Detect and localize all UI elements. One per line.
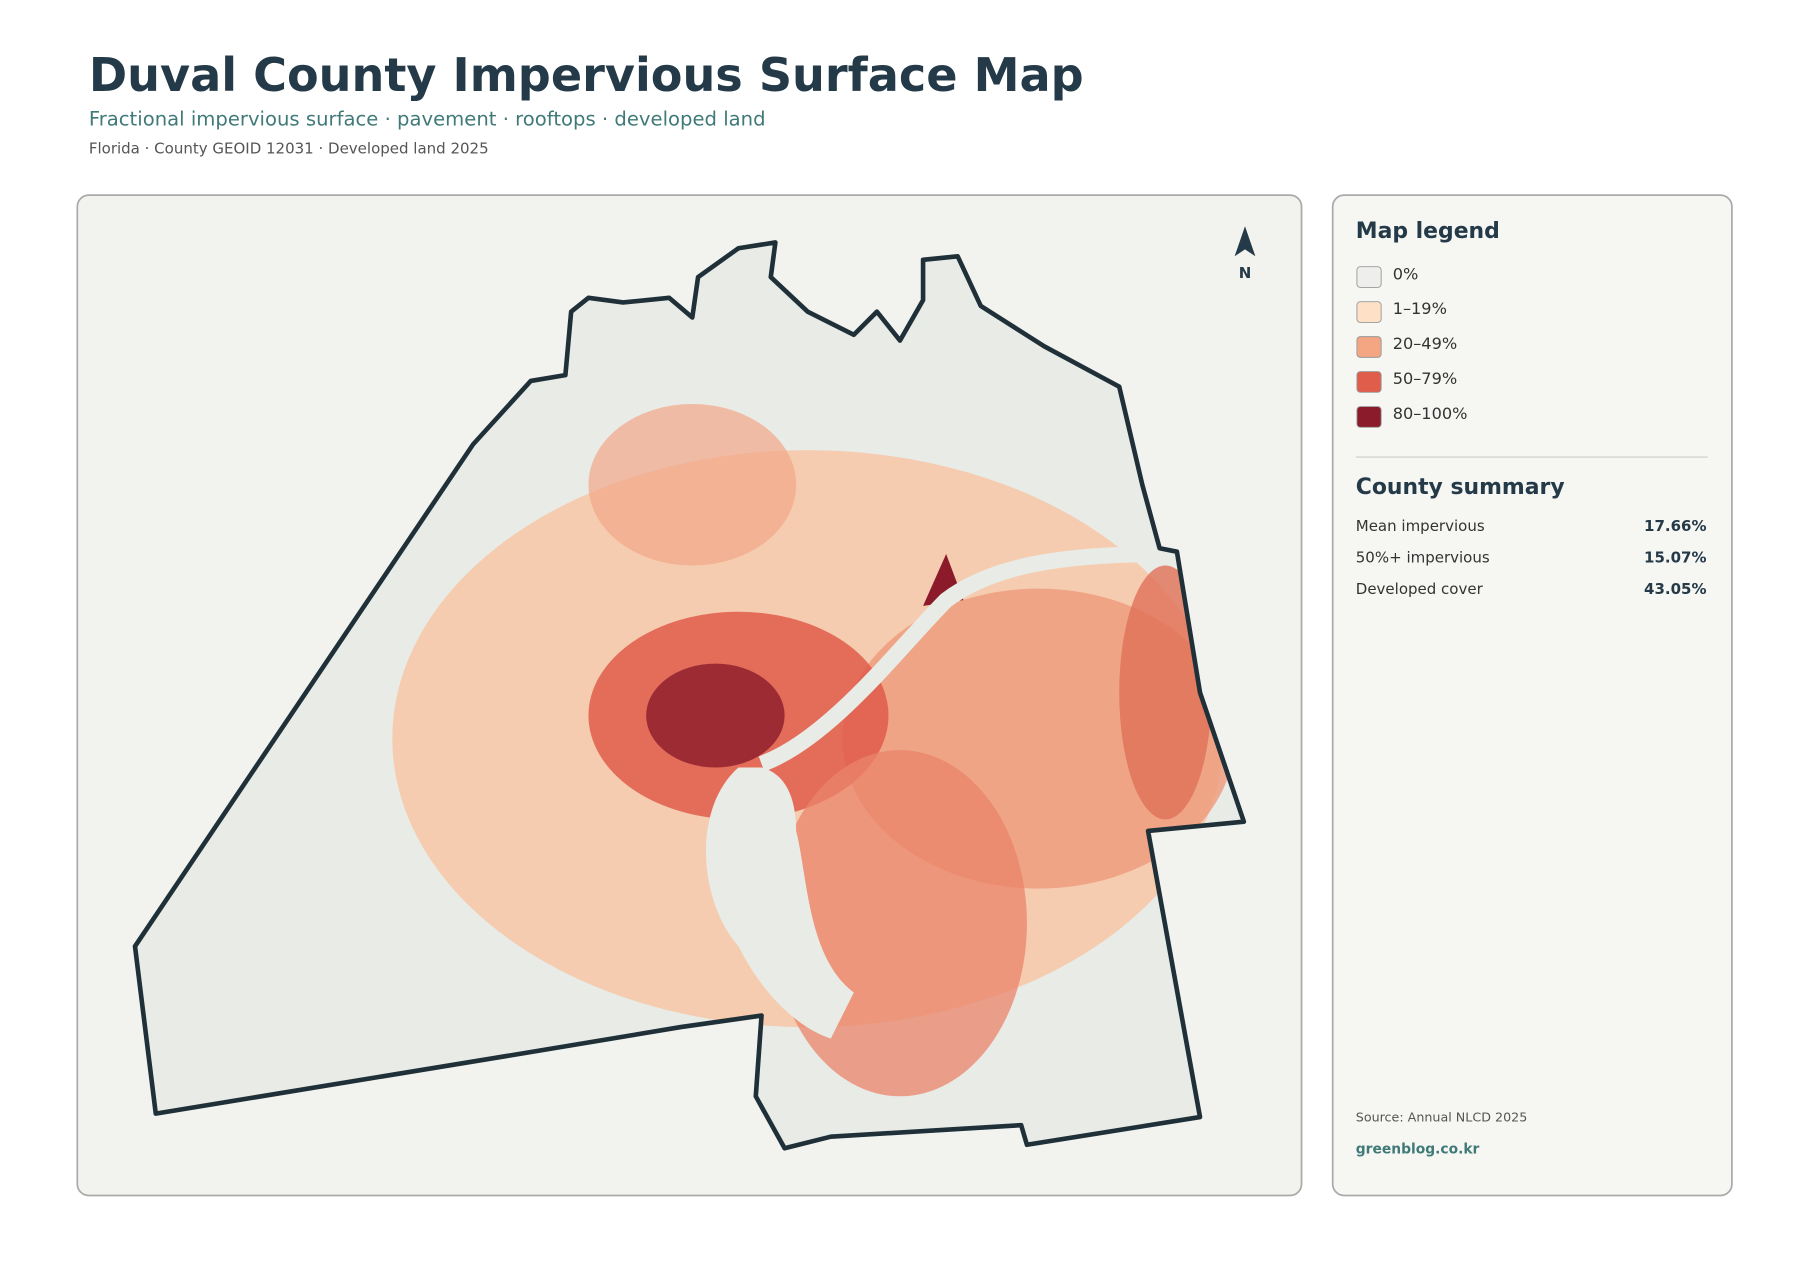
legend-title: Map legend xyxy=(1356,219,1500,244)
source: Source: Annual NLCD 2025 xyxy=(1356,1110,1528,1125)
river-mouth xyxy=(758,545,1166,772)
summary-label: Mean impervious xyxy=(1356,517,1485,535)
summary-value: 17.66% xyxy=(1644,517,1706,535)
summary-label: Developed cover xyxy=(1356,580,1484,598)
side-panel xyxy=(1331,194,1733,1197)
legend: 0% 1–19% 20–49% 50–79% 80–100% xyxy=(1356,264,1468,428)
meta: Florida · County GEOID 12031 · Developed… xyxy=(89,140,489,158)
summary: Mean impervious 17.66% 50%+ impervious 15.0… xyxy=(1356,517,1707,598)
river xyxy=(705,767,854,1039)
summary-value: 15.07% xyxy=(1644,548,1706,566)
summary-title: County summary xyxy=(1356,475,1565,500)
site: greenblog.co.kr xyxy=(1356,1141,1480,1157)
summary-value: 43.05% xyxy=(1644,580,1706,598)
legend-swatch xyxy=(1356,266,1382,288)
legend-label: 80–100% xyxy=(1393,404,1468,423)
summary-label: 50%+ impervious xyxy=(1356,548,1490,566)
legend-label: 50–79% xyxy=(1393,369,1457,388)
subtitle: Fractional impervious surface · pavement… xyxy=(89,108,766,131)
legend-label: 1–19% xyxy=(1393,299,1447,318)
title: Duval County Impervious Surface Map xyxy=(89,48,1084,102)
north-arrow xyxy=(1234,226,1256,257)
legend-swatch xyxy=(1356,371,1382,393)
legend-swatch xyxy=(1356,301,1382,323)
urban-north xyxy=(588,404,797,566)
legend-label: 0% xyxy=(1393,264,1419,283)
legend-swatch xyxy=(1356,406,1382,428)
urban-core xyxy=(646,663,785,768)
county-outline xyxy=(132,240,1247,1151)
legend-swatch xyxy=(1356,336,1382,358)
north-label: N xyxy=(1239,264,1252,282)
legend-label: 20–49% xyxy=(1393,334,1457,353)
